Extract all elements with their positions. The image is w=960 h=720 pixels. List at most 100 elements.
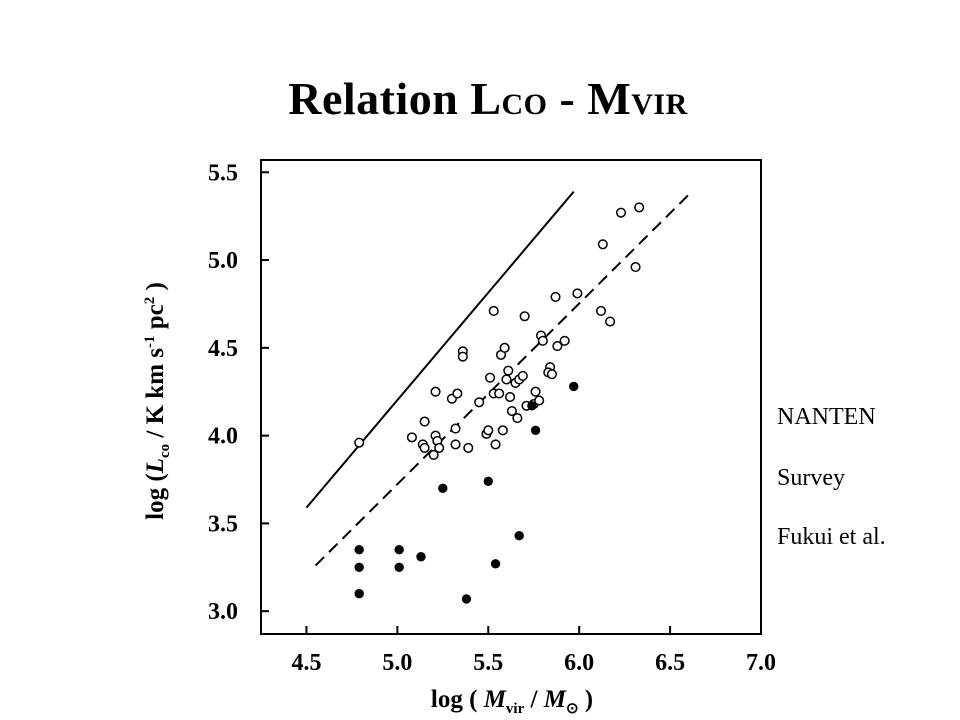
open-data-point	[595, 305, 607, 317]
open-data-point	[634, 202, 645, 213]
x-tick-label: 7.0	[746, 650, 776, 676]
open-data-point	[483, 425, 494, 436]
y-tick-label: 5.0	[208, 248, 238, 274]
ticks-layer: 4.5 5.0 5.5 6.0 6.5 7.0 3.0 3.5 4.0 4.5 5.0 5.5	[208, 160, 776, 676]
x-tick-label: 4.5	[291, 650, 321, 676]
open-data-point	[485, 372, 496, 383]
open-data-point	[474, 397, 485, 408]
ylabel-pc: pc	[142, 304, 170, 336]
open-data-point	[530, 386, 541, 397]
title-l: L	[470, 73, 502, 124]
title-word: Relation	[288, 73, 471, 124]
annotation-line-3: Fukui et al.	[777, 524, 886, 550]
ylabel-exp2: 2	[141, 296, 158, 305]
open-data-point	[488, 305, 499, 317]
dashed-fit-line	[314, 194, 689, 567]
filled-data-point	[569, 381, 579, 392]
ylabel-co: co	[157, 443, 174, 459]
filled-data-point	[354, 588, 364, 599]
open-data-point	[512, 413, 523, 424]
open-data-point	[463, 442, 474, 453]
filled-data-point	[354, 545, 364, 555]
open-data-point	[537, 335, 548, 346]
open-data-point	[457, 351, 468, 362]
xlabel-m: M	[483, 686, 506, 713]
open-data-point	[501, 374, 512, 385]
open-data-point	[497, 425, 508, 436]
solid-fit-line	[305, 190, 575, 509]
x-axis-title: log ( Mvir / M⊙ )	[0, 686, 960, 718]
open-data-point	[605, 316, 616, 327]
x-tick-label: 5.0	[382, 650, 412, 676]
open-data-point	[615, 207, 627, 218]
annotation-line-2: Survey	[777, 465, 845, 491]
open-data-point	[534, 395, 545, 406]
open-data-point	[597, 239, 608, 250]
y-tick-label: 3.0	[208, 599, 238, 625]
filled-data-point	[483, 476, 493, 486]
x-tick-label: 6.0	[564, 650, 594, 676]
open-data-point	[450, 423, 461, 434]
open-data-point	[503, 365, 514, 376]
ylabel-close: )	[142, 282, 170, 297]
xlabel-sun: ⊙	[565, 701, 579, 717]
xlabel-open: log (	[430, 686, 484, 713]
y-tick-label: 5.5	[208, 160, 238, 186]
open-data-point	[434, 442, 445, 453]
y-tick-label: 4.5	[208, 336, 238, 362]
open-data-point	[406, 432, 417, 443]
open-data-point	[428, 449, 439, 460]
title-dash: -	[547, 73, 588, 124]
open-data-point	[452, 388, 463, 399]
filled-data-point	[490, 559, 501, 569]
points-layer	[354, 202, 645, 604]
annotation-line-1: NANTEN	[777, 404, 876, 430]
open-data-point	[419, 416, 430, 427]
xlabel-close: )	[578, 686, 594, 713]
ylabel-mid: / K km s	[142, 347, 170, 444]
x-tick-label: 6.5	[655, 650, 685, 676]
open-data-point	[490, 439, 501, 450]
filled-data-point	[438, 483, 448, 493]
open-data-point	[506, 405, 517, 417]
filled-data-point	[530, 425, 541, 436]
xlabel-slash: /	[524, 686, 544, 713]
title-vir: VIR	[631, 88, 688, 121]
open-data-point	[354, 437, 365, 448]
fit-lines-layer	[305, 190, 689, 567]
title-m: M	[587, 73, 632, 124]
open-data-point	[494, 388, 505, 399]
filled-data-point	[527, 401, 537, 411]
y-tick-label: 4.0	[208, 424, 238, 450]
filled-data-point	[354, 562, 364, 572]
y-axis-title: log (Lco / K km s-1 pc2 )	[142, 282, 174, 520]
ylabel-exp1: -1	[141, 335, 158, 348]
filled-data-point	[394, 562, 404, 572]
open-data-point	[552, 341, 563, 352]
plot-frame	[260, 159, 762, 635]
open-data-point	[519, 311, 530, 322]
open-data-point	[517, 370, 528, 381]
open-data-point	[546, 369, 557, 380]
open-data-point	[505, 391, 516, 403]
open-data-point	[550, 291, 561, 302]
filled-data-point	[461, 594, 472, 604]
xlabel-vir: vir	[505, 701, 525, 717]
slide-title: Relation LCO - MVIR	[0, 72, 960, 125]
title-co: CO	[501, 88, 548, 121]
open-data-point	[559, 335, 570, 346]
open-data-point	[499, 342, 510, 353]
open-data-point	[430, 386, 441, 397]
filled-data-point	[514, 530, 524, 541]
xlabel-msun: M	[543, 686, 566, 713]
x-tick-label: 5.5	[473, 650, 503, 676]
open-data-point	[419, 442, 430, 453]
filled-data-point	[416, 552, 426, 562]
open-data-point	[572, 288, 583, 299]
ylabel-open: log (	[142, 473, 170, 520]
open-data-point	[450, 439, 461, 450]
filled-data-point	[394, 545, 404, 555]
ylabel-l: L	[142, 458, 170, 474]
open-data-point	[630, 262, 641, 273]
